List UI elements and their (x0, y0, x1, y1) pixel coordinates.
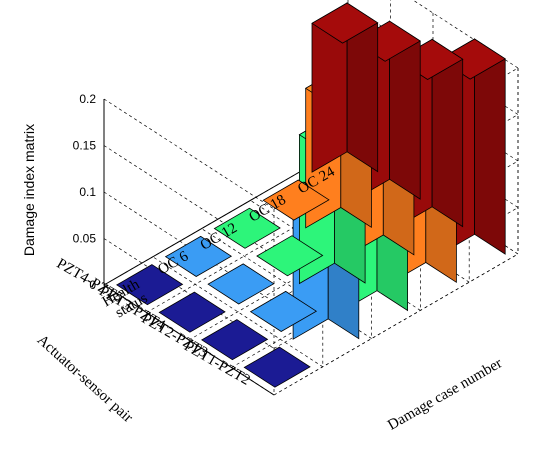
bar-base (213, 207, 281, 249)
bars-layer (116, 2, 506, 388)
bar-oc-6-pzt3-pzt4 (207, 263, 275, 305)
bar-base (201, 319, 269, 361)
x-axis-label: Damage case number (385, 355, 505, 433)
bar-oc-24-pzt4-pzt5 (311, 2, 379, 173)
bar-base (256, 235, 324, 277)
bar-oc-12-pzt3-pzt4 (256, 235, 324, 277)
bar-oc-6-pzt2-pzt3 (249, 290, 318, 332)
bar-oc-12-pzt4-pzt5 (213, 207, 281, 249)
bar-oc-18-pzt4-pzt5 (262, 179, 330, 221)
bar-base (262, 179, 330, 221)
bar-health-status-pzt2-pzt3 (201, 319, 269, 361)
bar-base (207, 263, 275, 305)
y-axis-line (103, 284, 275, 396)
z-tick-label: 0 (89, 278, 96, 292)
y-tick-label: PZT4-PZT5 (54, 256, 126, 307)
z-tick-label: 0.05 (73, 232, 97, 246)
y-axis-label: Actuator-sensor pair (34, 332, 136, 426)
z-axis-label: Damage index matrix (21, 124, 37, 256)
z-tick-label: 0.2 (79, 92, 96, 106)
bar-health-status-pzt3-pzt4 (158, 291, 226, 333)
bar-base (243, 346, 311, 388)
bar-oc-6-pzt4-pzt5 (164, 235, 233, 277)
z-tick-label: 0.15 (73, 139, 97, 153)
x-gridline-floor (201, 228, 372, 339)
bar-base (164, 235, 233, 277)
bar-top-face (311, 2, 379, 44)
bar-base (158, 291, 226, 333)
bar-base (249, 290, 318, 332)
x-gridline-floor (152, 256, 323, 368)
x-gridline-floor (250, 200, 421, 311)
z-gridline-left (103, 98, 275, 210)
y-gridline-floor (273, 253, 519, 396)
bar-health-status-pzt4-pzt5 (116, 264, 184, 306)
z-tick-label: 0.1 (79, 185, 96, 199)
bar-health-status-pzt1-pzt2 (243, 346, 311, 388)
bar-base (116, 264, 184, 306)
